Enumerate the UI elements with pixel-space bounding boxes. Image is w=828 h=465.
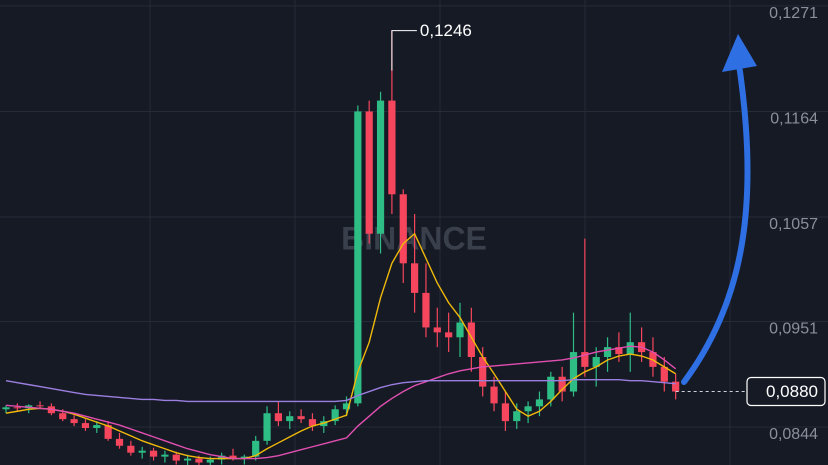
candle-body	[581, 352, 589, 367]
candle-body	[331, 409, 339, 422]
candle-body	[501, 403, 509, 422]
candle-body	[286, 416, 294, 422]
vertical-grid	[149, 0, 731, 465]
y-tick-label: 0,0844	[769, 426, 818, 443]
candle-body	[547, 376, 555, 400]
candle-body	[70, 419, 78, 424]
candle-body	[592, 357, 600, 367]
candle-body	[229, 455, 237, 459]
candle-body	[240, 456, 248, 459]
candle-body	[490, 386, 498, 404]
candle-body	[13, 407, 21, 409]
ma-line	[5, 232, 677, 460]
candle-body	[411, 263, 419, 293]
candle-body	[274, 413, 282, 422]
candle-body	[535, 399, 544, 407]
candle-body	[615, 347, 623, 355]
candle-body	[263, 413, 271, 441]
candle-body	[36, 405, 44, 407]
candle-body	[603, 347, 612, 358]
candle-body	[104, 425, 112, 439]
candle-body	[138, 450, 146, 453]
candle-body	[569, 352, 578, 392]
candle-body	[660, 366, 668, 382]
candle-body	[81, 423, 90, 429]
plot	[0, 5, 828, 465]
candle-body	[456, 322, 464, 338]
candle-body	[2, 407, 10, 410]
candle-body	[388, 100, 396, 195]
candle-body	[354, 111, 362, 404]
candle-body	[376, 100, 385, 234]
candle-body	[672, 381, 680, 392]
candle-body	[297, 416, 305, 420]
candle-body	[252, 440, 260, 457]
candle-body	[127, 445, 135, 453]
candle-body	[399, 194, 407, 264]
candle-body	[524, 406, 532, 412]
y-tick-label: 0,1271	[769, 5, 818, 22]
candle-body	[308, 419, 317, 427]
candle-body	[161, 454, 169, 457]
y-tick-label: 0,0951	[769, 321, 818, 338]
last-price-label: 0,0880	[766, 382, 818, 401]
candle-body	[218, 455, 226, 460]
candle-body	[184, 458, 192, 461]
candle-body	[342, 403, 351, 410]
candle-body	[422, 292, 430, 328]
candle-body	[479, 357, 487, 387]
last-price-box	[746, 376, 826, 407]
ma-line	[5, 378, 676, 403]
candle-body	[149, 450, 158, 457]
candle-body	[467, 322, 475, 358]
y-tick-label: 0,1057	[769, 216, 818, 233]
candle-body	[115, 438, 124, 446]
candle-body	[195, 458, 203, 463]
candle-body	[206, 459, 214, 463]
candle-body	[513, 411, 521, 422]
high-pointer	[391, 30, 417, 71]
candle-body	[59, 413, 67, 420]
candle-body	[93, 425, 101, 429]
y-tick-label: 0,1164	[770, 111, 818, 128]
ma-line	[5, 345, 677, 460]
trend-arrow	[681, 55, 751, 385]
trend-arrow-head	[722, 34, 757, 72]
candle-body	[365, 111, 373, 234]
candle-body	[172, 454, 180, 461]
candle-body	[433, 327, 441, 333]
candle-body	[626, 342, 634, 355]
high-annotation: 0,1246	[420, 21, 472, 40]
candle-body	[445, 332, 453, 338]
candle-body	[558, 376, 566, 392]
